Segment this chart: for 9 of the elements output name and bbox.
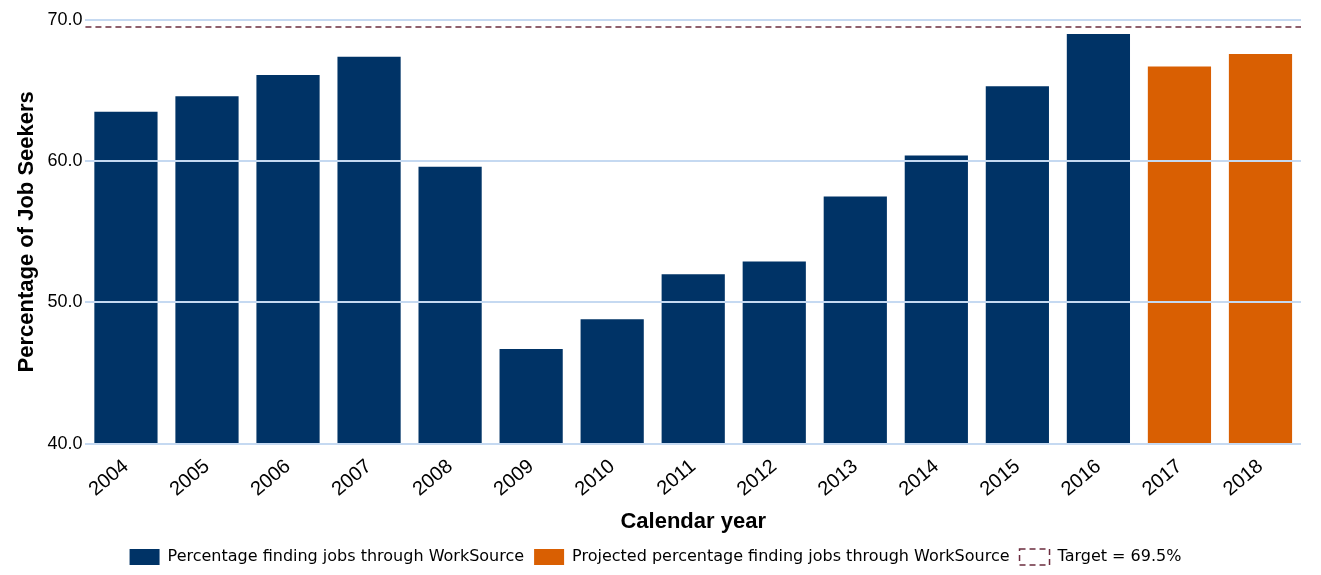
legend-label: Percentage finding jobs through WorkSource [167,546,525,566]
y-tick-label: 40.0 [47,432,83,453]
legend-label: Projected percentage finding jobs through WorkSource [572,546,1010,566]
y-tick-label: 50.0 [47,291,83,312]
y-axis-title: Percentage of Job Seekers [13,91,39,373]
y-tick-label: 60.0 [47,150,83,171]
y-tick-label: 70.0 [47,8,83,29]
x-axis-title: Calendar year [620,507,767,533]
legend-label: Target = 69.5% [1056,546,1182,566]
